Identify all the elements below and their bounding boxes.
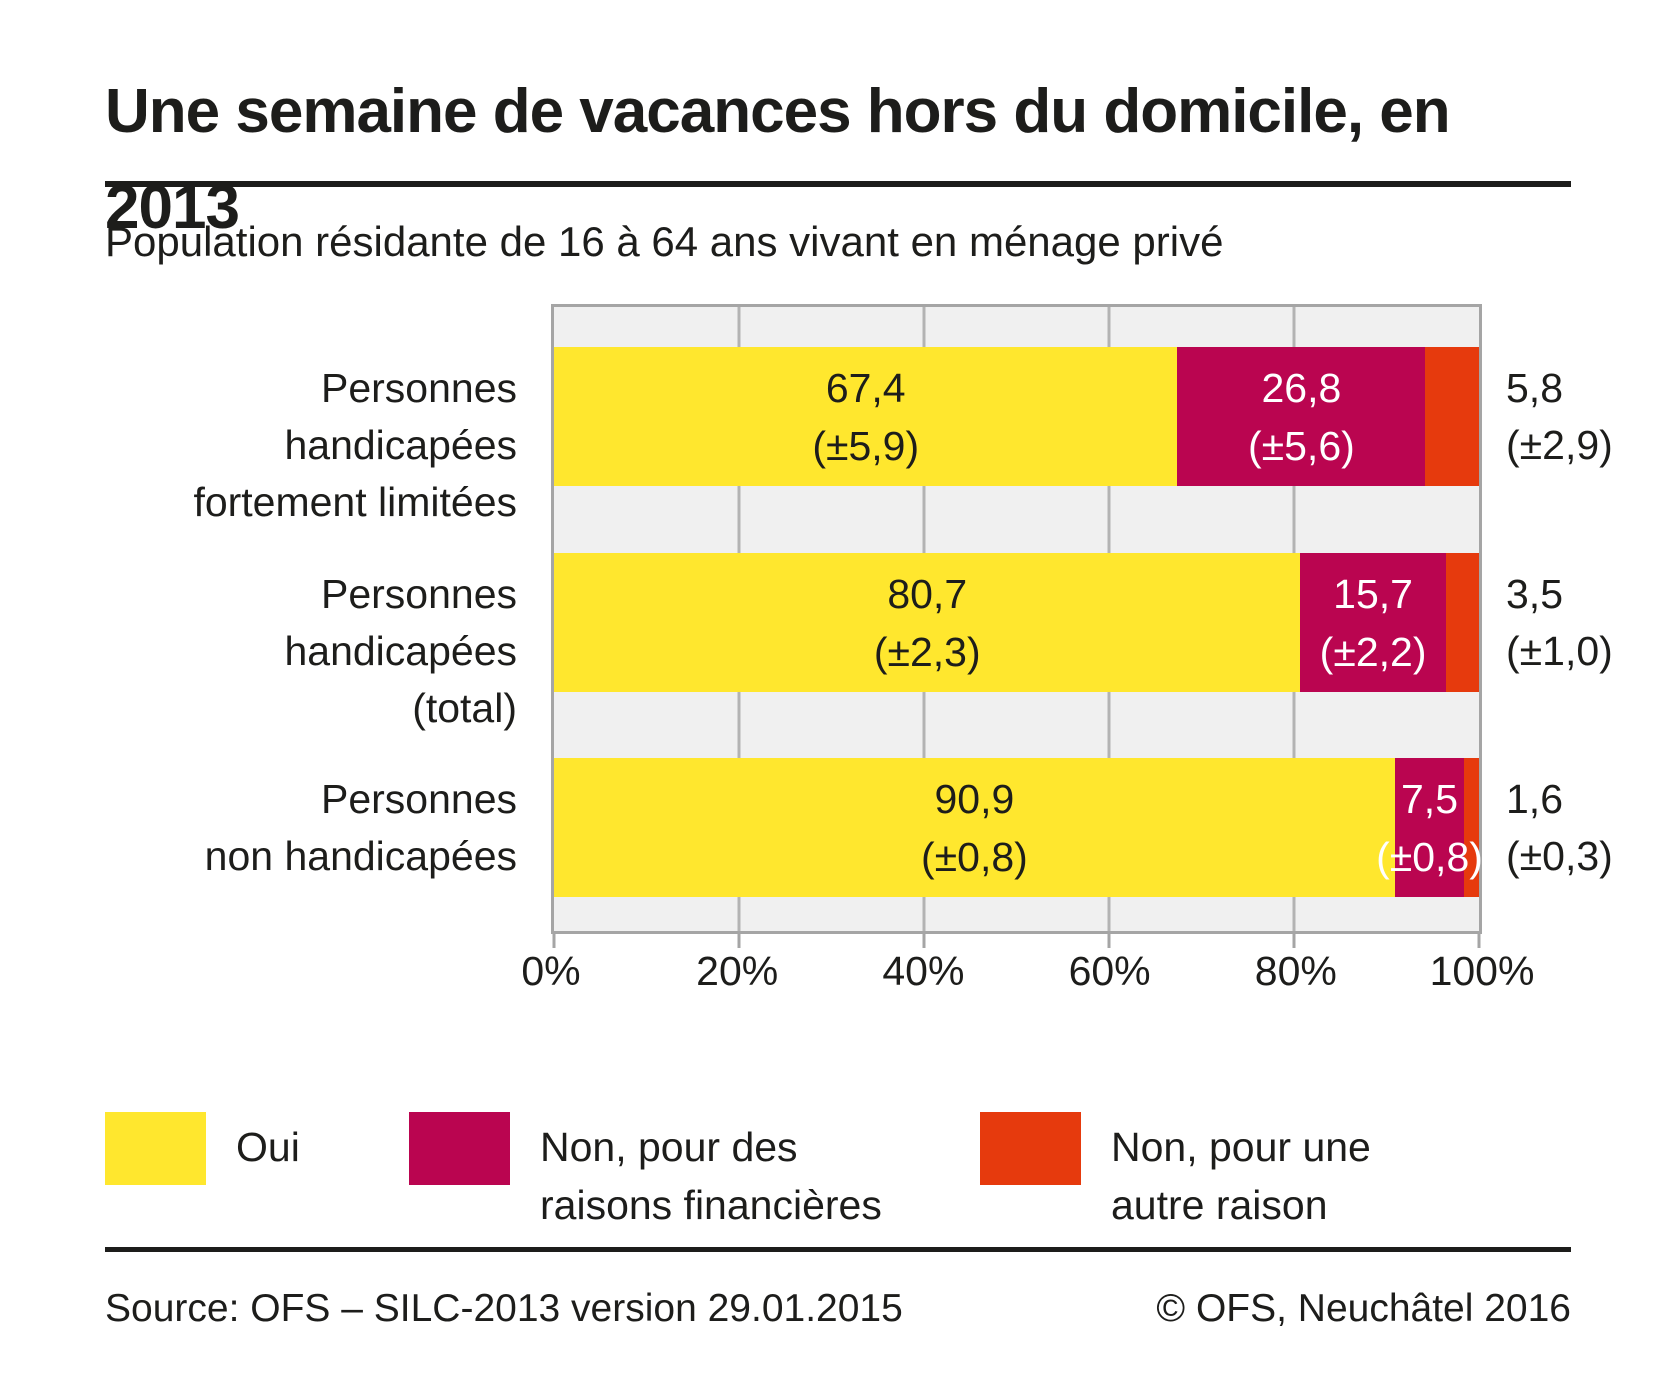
category-label-line: (total) bbox=[412, 685, 517, 731]
category-label-line: non handicapées bbox=[204, 833, 517, 879]
bar-row-non-handicapees: 90,9 (±0,8) 7,5 (±0,8) bbox=[554, 758, 1483, 897]
segment-ci: (±5,9) bbox=[812, 422, 920, 469]
title-rule bbox=[105, 181, 1571, 187]
legend-label-line: raisons financières bbox=[540, 1182, 882, 1228]
footer: Source: OFS – SILC-2013 version 29.01.20… bbox=[105, 1283, 1571, 1335]
category-label-line: fortement limitées bbox=[193, 479, 517, 525]
outside-value: 1,6 bbox=[1506, 776, 1563, 822]
legend-label-line: autre raison bbox=[1111, 1182, 1328, 1228]
category-label-line: Personnes handicapées bbox=[284, 571, 517, 674]
chart-subtitle: Population résidante de 16 à 64 ans viva… bbox=[105, 218, 1224, 265]
category-label-non-handicapees: Personnes non handicapées bbox=[105, 771, 517, 885]
segment-label: 26,8 (±5,6) bbox=[1248, 359, 1355, 475]
segment-oui: 80,7 (±2,3) bbox=[554, 553, 1301, 692]
outside-value: 5,8 bbox=[1506, 365, 1563, 411]
axis-tick-label-100: 100% bbox=[1429, 948, 1535, 994]
plot-area: 67,4 (±5,9) 26,8 (±5,6) 80,7 (±2,3) bbox=[551, 304, 1483, 948]
axis-tick-label-80: 80% bbox=[1254, 948, 1337, 994]
axis-tick-40 bbox=[922, 934, 926, 948]
segment-label: 7,5 (±0,8) bbox=[1376, 770, 1483, 886]
segment-value: 7,5 bbox=[1401, 775, 1458, 822]
outside-value-label: 5,8 (±2,9) bbox=[1506, 360, 1671, 474]
segment-label: 80,7 (±2,3) bbox=[874, 565, 981, 681]
legend-swatch-non-financial bbox=[409, 1112, 510, 1185]
axis-tick-label-60: 60% bbox=[1068, 948, 1151, 994]
segment-label: 90,9 (±0,8) bbox=[921, 770, 1028, 886]
category-label-line: Personnes bbox=[320, 776, 517, 822]
segment-oui: 90,9 (±0,8) bbox=[554, 758, 1395, 897]
segment-ci: (±0,8) bbox=[921, 833, 1028, 880]
legend-label: Non, pour des raisons financières bbox=[540, 1118, 882, 1234]
legend-label: Oui bbox=[236, 1118, 300, 1176]
axis-tick-60 bbox=[1107, 934, 1111, 948]
segment-value: 67,4 bbox=[825, 364, 906, 411]
segment-label: 15,7 (±2,2) bbox=[1320, 565, 1427, 681]
segment-oui: 67,4 (±5,9) bbox=[554, 347, 1178, 486]
axis-tick-100 bbox=[1477, 934, 1481, 948]
segment-non-financial: 7,5 (±0,8) bbox=[1376, 758, 1483, 897]
footer-rule bbox=[105, 1247, 1571, 1252]
segment-non-financial: 15,7 (±2,2) bbox=[1300, 553, 1446, 692]
legend-label-line: Non, pour des bbox=[540, 1124, 798, 1170]
outside-ci: (±0,3) bbox=[1506, 833, 1613, 879]
copyright-text: © OFS, Neuchâtel 2016 bbox=[1156, 1287, 1571, 1330]
segment-non-other bbox=[1425, 347, 1479, 486]
segment-label: 67,4 (±5,9) bbox=[812, 359, 919, 475]
legend-label-line: Oui bbox=[236, 1124, 300, 1170]
segment-ci: (±2,2) bbox=[1319, 628, 1427, 675]
legend-item-non-financial: Non, pour des raisons financières bbox=[409, 1112, 882, 1234]
outside-value-label: 1,6 (±0,3) bbox=[1506, 771, 1671, 885]
legend-label: Non, pour une autre raison bbox=[1111, 1118, 1371, 1234]
source-text: Source: OFS – SILC-2013 version 29.01.20… bbox=[105, 1287, 903, 1330]
legend-swatch-non-other bbox=[980, 1112, 1081, 1185]
segment-value: 15,7 bbox=[1333, 570, 1413, 617]
segment-non-financial: 26,8 (±5,6) bbox=[1177, 347, 1426, 486]
x-axis: 0% 20% 40% 60% 80% 100% bbox=[521, 948, 1534, 1000]
segment-non-other bbox=[1464, 758, 1479, 897]
bar-row-handicapees-fortement-limitees: 67,4 (±5,9) 26,8 (±5,6) bbox=[554, 347, 1479, 486]
outside-value: 3,5 bbox=[1506, 571, 1563, 617]
outside-ci: (±1,0) bbox=[1506, 628, 1613, 674]
legend-item-non-other: Non, pour une autre raison bbox=[980, 1112, 1371, 1234]
category-label-line: Personnes handicapées bbox=[284, 365, 517, 468]
segment-ci: (±0,8) bbox=[1376, 833, 1483, 880]
segment-value: 80,7 bbox=[887, 570, 968, 617]
category-label-handicapees-total: Personnes handicapées (total) bbox=[105, 566, 517, 737]
axis-tick-label-0: 0% bbox=[521, 948, 581, 994]
legend-item-oui: Oui bbox=[105, 1112, 300, 1185]
axis-tick-80 bbox=[1292, 934, 1296, 948]
segment-value: 90,9 bbox=[934, 775, 1015, 822]
axis-tick-20 bbox=[737, 934, 741, 948]
outside-ci: (±2,9) bbox=[1506, 422, 1613, 468]
axis-tick-label-40: 40% bbox=[882, 948, 965, 994]
category-label-handicapees-fortement-limitees: Personnes handicapées fortement limitées bbox=[105, 360, 517, 531]
segment-value: 26,8 bbox=[1261, 364, 1342, 411]
outside-value-label: 3,5 (±1,0) bbox=[1506, 566, 1671, 680]
legend-label-line: Non, pour une bbox=[1111, 1124, 1371, 1170]
axis-tick-label-20: 20% bbox=[696, 948, 779, 994]
segment-ci: (±2,3) bbox=[873, 628, 981, 675]
bar-row-handicapees-total: 80,7 (±2,3) 15,7 (±2,2) bbox=[554, 553, 1479, 692]
axis-tick-0 bbox=[552, 934, 556, 948]
legend-swatch-oui bbox=[105, 1112, 206, 1185]
segment-ci: (±5,6) bbox=[1247, 422, 1355, 469]
segment-non-other bbox=[1445, 553, 1479, 692]
